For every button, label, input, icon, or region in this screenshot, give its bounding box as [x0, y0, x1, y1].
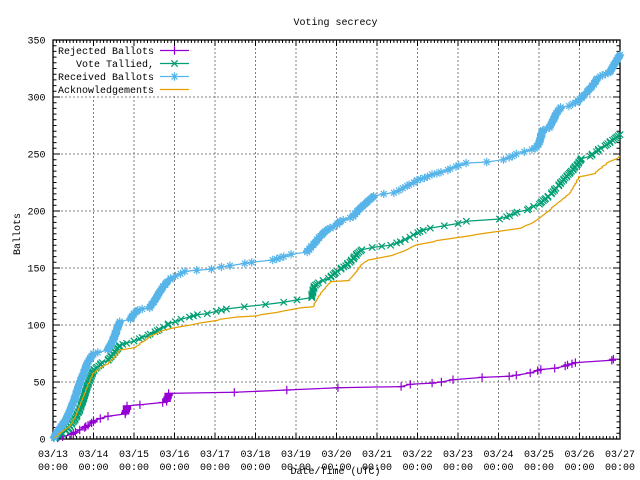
svg-text:00:00: 00:00: [159, 463, 189, 474]
svg-text:03/23: 03/23: [443, 449, 473, 461]
svg-text:00:00: 00:00: [281, 463, 311, 474]
svg-text:350: 350: [27, 37, 45, 48]
svg-text:Rejected Ballots: Rejected Ballots: [58, 46, 154, 58]
svg-text:03/14: 03/14: [78, 449, 108, 461]
svg-text:250: 250: [27, 151, 45, 162]
svg-text:Received Ballots: Received Ballots: [58, 72, 154, 84]
svg-text:03/25: 03/25: [524, 449, 554, 461]
svg-text:03/27: 03/27: [605, 449, 635, 461]
svg-text:03/21: 03/21: [362, 449, 392, 461]
svg-text:50: 50: [33, 379, 45, 390]
svg-text:300: 300: [27, 94, 45, 105]
svg-text:03/17: 03/17: [200, 449, 230, 461]
svg-text:150: 150: [27, 265, 45, 276]
svg-text:00:00: 00:00: [564, 463, 594, 474]
svg-text:00:00: 00:00: [605, 463, 635, 474]
svg-text:03/26: 03/26: [564, 449, 594, 461]
svg-text:00:00: 00:00: [78, 463, 108, 474]
svg-text:Voting secrecy: Voting secrecy: [293, 17, 377, 29]
svg-text:00:00: 00:00: [524, 463, 554, 474]
svg-text:Vote Tallied,: Vote Tallied,: [76, 59, 154, 71]
svg-text:100: 100: [27, 322, 45, 333]
svg-text:00:00: 00:00: [483, 463, 513, 474]
svg-text:200: 200: [27, 208, 45, 219]
svg-text:00:00: 00:00: [38, 463, 68, 474]
svg-text:Date/Time (UTC): Date/Time (UTC): [290, 466, 380, 478]
svg-text:00:00: 00:00: [321, 463, 351, 474]
svg-text:03/18: 03/18: [240, 449, 270, 461]
svg-text:0: 0: [39, 436, 45, 447]
svg-text:03/19: 03/19: [281, 449, 311, 461]
svg-text:03/15: 03/15: [119, 449, 149, 461]
svg-text:00:00: 00:00: [119, 463, 149, 474]
svg-text:00:00: 00:00: [402, 463, 432, 474]
svg-text:00:00: 00:00: [443, 463, 473, 474]
svg-text:00:00: 00:00: [240, 463, 270, 474]
svg-text:03/24: 03/24: [483, 449, 513, 461]
svg-text:Acknowledgements: Acknowledgements: [58, 85, 154, 97]
svg-text:03/16: 03/16: [159, 449, 189, 461]
svg-text:03/22: 03/22: [402, 449, 432, 461]
svg-text:03/13: 03/13: [38, 449, 68, 461]
svg-text:00:00: 00:00: [362, 463, 392, 474]
svg-text:03/20: 03/20: [321, 449, 351, 461]
svg-text:00:00: 00:00: [200, 463, 230, 474]
svg-text:Ballots: Ballots: [12, 213, 24, 255]
